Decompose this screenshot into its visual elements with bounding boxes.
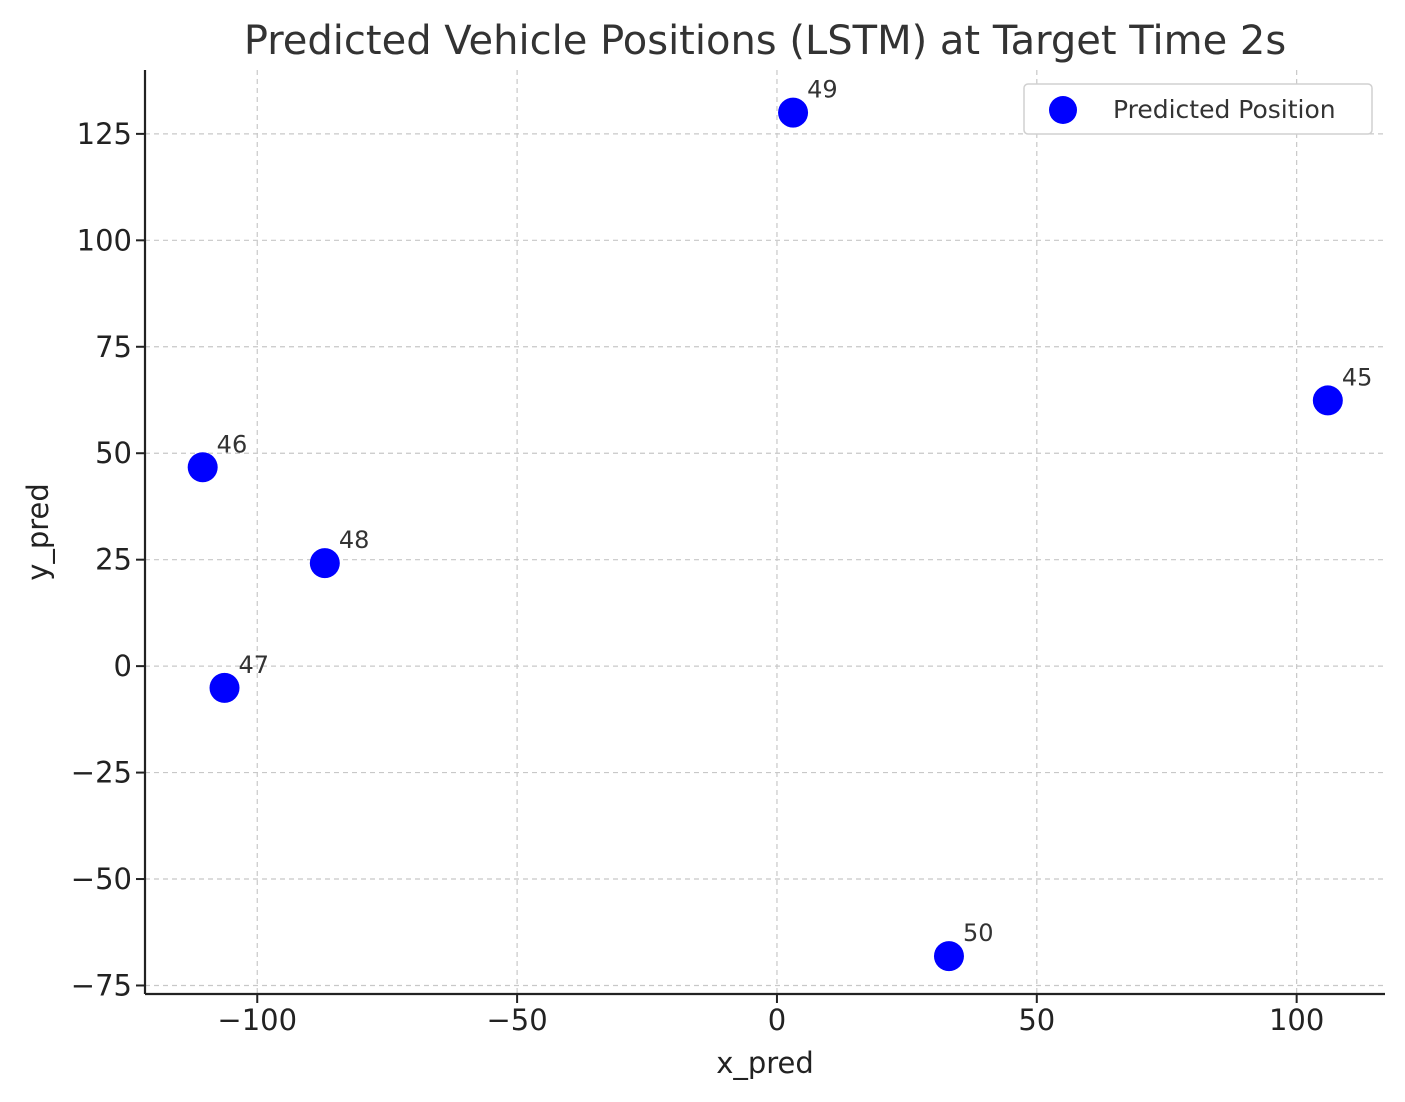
x-axis-label: x_pred: [716, 1046, 814, 1080]
y-tick-label: 100: [77, 223, 132, 257]
y-tick-label: −75: [71, 968, 132, 1002]
point-label: 50: [963, 919, 994, 947]
y-tick-label: 125: [77, 117, 132, 151]
x-axis-ticks: −100 −50 0 50 100: [217, 994, 1324, 1037]
x-tick-label: 100: [1269, 1003, 1324, 1037]
point-label: 48: [339, 526, 370, 554]
x-tick-label: −100: [217, 1003, 297, 1037]
point-label: 49: [807, 76, 838, 104]
y-tick-label: −25: [71, 756, 132, 790]
y-axis-label: y_pred: [21, 483, 55, 581]
data-point: [209, 672, 240, 703]
x-tick-label: 0: [768, 1003, 786, 1037]
data-point: [933, 941, 964, 972]
legend-marker: [1049, 96, 1077, 124]
legend-box: [1023, 83, 1373, 135]
data-point: [778, 97, 809, 128]
legend: Predicted Position: [1023, 83, 1373, 135]
data-point: [187, 452, 218, 483]
point-label: 46: [217, 430, 248, 458]
y-tick-label: −50: [71, 862, 132, 896]
data-points: 45 46 47 48 49 50: [187, 76, 1373, 972]
point-label: 47: [239, 651, 270, 679]
chart-title: Predicted Vehicle Positions (LSTM) at Ta…: [244, 18, 1286, 64]
y-tick-label: 25: [95, 543, 132, 577]
grid-lines: [145, 70, 1385, 994]
y-tick-label: 50: [95, 436, 132, 470]
y-tick-label: 0: [114, 649, 132, 683]
legend-label: Predicted Position: [1113, 95, 1336, 124]
data-point: [1312, 385, 1343, 416]
x-tick-label: 50: [1018, 1003, 1055, 1037]
point-label: 45: [1342, 363, 1373, 391]
data-point: [309, 548, 340, 579]
x-tick-label: −50: [487, 1003, 548, 1037]
y-axis-ticks: −75 −50 −25 0 25 50 75 100 125: [71, 117, 145, 1002]
y-tick-label: 75: [95, 330, 132, 364]
